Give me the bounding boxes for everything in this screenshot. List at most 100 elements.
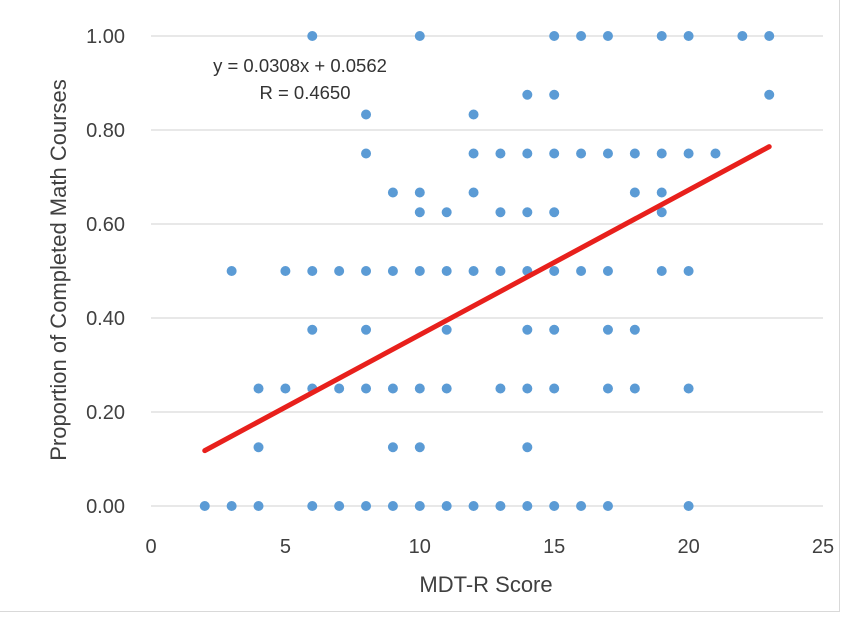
data-point	[576, 266, 587, 276]
data-point	[495, 383, 506, 394]
data-point	[495, 266, 506, 276]
data-point	[495, 207, 506, 218]
data-point	[656, 187, 667, 198]
data-point	[549, 383, 560, 394]
data-point	[414, 31, 425, 41]
data-point	[361, 266, 372, 276]
data-point	[764, 31, 775, 41]
data-point	[280, 383, 291, 394]
data-point	[441, 324, 452, 335]
data-point	[602, 501, 613, 511]
data-point	[280, 266, 291, 276]
data-point	[307, 266, 318, 276]
data-point	[361, 109, 372, 120]
x-tick-label: 0	[145, 536, 156, 558]
data-point	[683, 31, 694, 41]
y-tick-label: 0.40	[86, 308, 125, 330]
data-point	[522, 501, 533, 511]
data-point	[199, 501, 210, 511]
data-point	[656, 207, 667, 218]
x-tick-label: 5	[280, 536, 291, 558]
data-point	[522, 148, 533, 159]
data-point	[549, 148, 560, 159]
data-point	[253, 501, 264, 511]
data-point	[414, 442, 425, 453]
data-point	[387, 442, 398, 453]
data-point	[226, 501, 237, 511]
data-point	[602, 324, 613, 335]
data-point	[387, 187, 398, 198]
data-point	[387, 383, 398, 394]
data-point	[683, 501, 694, 511]
data-point	[307, 501, 318, 511]
x-axis-title: MDT-R Score	[419, 572, 552, 597]
data-point	[226, 266, 237, 276]
data-point	[549, 89, 560, 100]
data-point	[629, 148, 640, 159]
data-point	[414, 207, 425, 218]
y-tick-label: 0.60	[86, 214, 125, 236]
data-point	[468, 501, 479, 511]
data-point	[441, 501, 452, 511]
gridlines	[151, 35, 823, 507]
data-point	[656, 266, 667, 276]
data-point	[414, 383, 425, 394]
data-point	[468, 109, 479, 120]
x-tick-label: 10	[409, 536, 431, 558]
data-point	[361, 501, 372, 511]
data-point	[656, 148, 667, 159]
data-point	[414, 266, 425, 276]
data-point	[522, 89, 533, 100]
data-point	[576, 148, 587, 159]
data-point	[468, 266, 479, 276]
r-value-label: R = 0.4650	[259, 82, 350, 103]
data-point	[683, 383, 694, 394]
data-point	[334, 266, 345, 276]
y-axis-ticks: 0.00 0.20 0.40 0.60 0.80 1.00	[86, 26, 125, 518]
data-point	[361, 148, 372, 159]
data-point	[441, 266, 452, 276]
data-point	[361, 383, 372, 394]
data-point	[549, 266, 560, 276]
data-point	[629, 383, 640, 394]
x-tick-label: 20	[677, 536, 699, 558]
y-tick-label: 1.00	[86, 26, 125, 48]
data-point	[549, 31, 560, 41]
data-point	[522, 442, 533, 453]
y-tick-label: 0.20	[86, 402, 125, 424]
data-point	[522, 324, 533, 335]
data-point	[468, 148, 479, 159]
data-point	[576, 31, 587, 41]
data-point	[549, 324, 560, 335]
data-point	[683, 148, 694, 159]
data-point	[764, 89, 775, 100]
data-point	[683, 266, 694, 276]
data-point	[387, 501, 398, 511]
data-point	[307, 31, 318, 41]
data-point	[468, 187, 479, 198]
x-tick-label: 15	[543, 536, 565, 558]
data-point	[253, 383, 264, 394]
data-point	[522, 207, 533, 218]
data-point	[710, 148, 721, 159]
x-tick-label: 25	[812, 536, 834, 558]
data-point	[549, 501, 560, 511]
equation-label: y = 0.0308x + 0.0562	[213, 55, 387, 76]
trendline	[202, 144, 772, 454]
data-point	[549, 207, 560, 218]
data-point	[414, 187, 425, 198]
data-point	[629, 187, 640, 198]
data-points	[199, 31, 775, 511]
x-axis-ticks: 0 5 10 15 20 25	[145, 536, 834, 558]
data-point	[387, 266, 398, 276]
data-point	[307, 324, 318, 335]
y-axis-title: Proportion of Completed Math Courses	[46, 79, 71, 461]
data-point	[441, 383, 452, 394]
data-point	[441, 207, 452, 218]
data-point	[602, 148, 613, 159]
data-point	[522, 383, 533, 394]
data-point	[361, 324, 372, 335]
data-point	[334, 501, 345, 511]
